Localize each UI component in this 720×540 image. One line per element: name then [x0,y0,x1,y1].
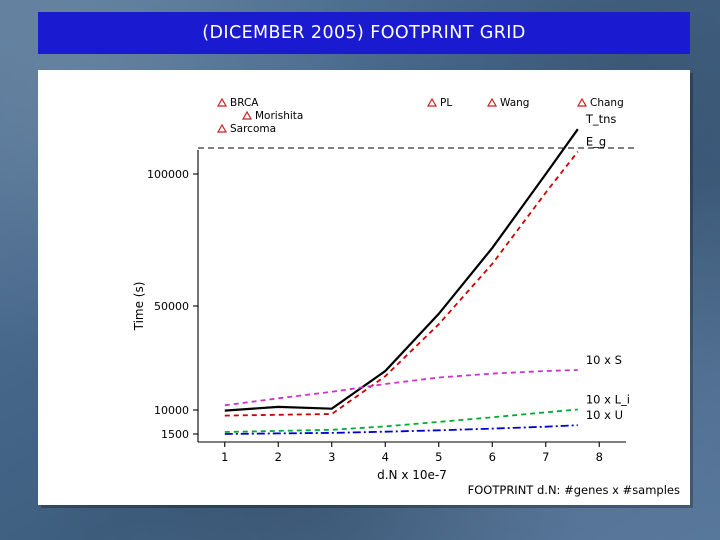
series-line [224,151,579,417]
series-label: 10 x U [586,408,623,422]
legend-label: Wang [500,97,529,109]
y-axis-label: Time (s) [132,282,146,332]
legend-item: Sarcoma [216,123,276,135]
chart-svg: 1500 10000 50000 100000 1 2 3 4 5 6 7 8 d.N x 10e-7 T… [132,97,638,482]
series-label: E_g [586,135,606,149]
triangle-icon [426,97,438,107]
triangle-icon [216,123,228,133]
legend-item: Morishita [241,110,303,122]
series-line [224,369,578,407]
series-label: T_tns [585,112,617,126]
triangle-icon [576,97,588,107]
legend-label: PL [440,97,452,109]
chart-panel: 1500 10000 50000 100000 1 2 3 4 5 6 7 8 d.N x 10e-7 T… [38,70,690,505]
series-label: 10 x S [586,353,622,367]
series-line [224,128,579,412]
y-tick-label: 1500 [161,428,189,441]
legend-label: Morishita [255,110,303,122]
series-line [224,408,578,433]
legend-item: Wang [486,97,529,109]
legend-item: BRCA [216,97,259,109]
slide-title-bar: (DICEMBER 2005) FOOTPRINT GRID [38,12,690,54]
legend-item: PL [426,97,452,109]
x-tick-label: 4 [382,450,389,464]
x-tick-label: 2 [275,450,282,464]
triangle-icon [216,97,228,107]
x-tick-label: 8 [596,450,603,464]
series-line [224,424,578,435]
chart-footnote: FOOTPRINT d.N: #genes x #samples [467,483,680,497]
series-label: 10 x L_i [586,392,630,406]
x-tick-label: 6 [489,450,496,464]
page-title: (DICEMBER 2005) FOOTPRINT GRID [202,23,526,43]
triangle-icon [486,97,498,107]
footprint-chart: 1500 10000 50000 100000 1 2 3 4 5 6 7 8 d.N x 10e-7 T… [38,70,690,505]
legend-label: Chang [590,97,624,109]
x-tick-label: 7 [542,450,549,464]
x-tick-label: 5 [435,450,442,464]
legend-label: Sarcoma [230,123,276,135]
y-tick-label: 100000 [147,168,189,181]
y-tick-label: 50000 [154,300,189,313]
y-tick-label: 10000 [154,404,189,417]
legend-item: Chang [576,97,624,109]
x-axis-label: d.N x 10e-7 [377,468,447,482]
legend-label: BRCA [230,97,259,109]
x-tick-label: 1 [221,450,228,464]
triangle-icon [241,110,253,120]
x-tick-label: 3 [328,450,335,464]
